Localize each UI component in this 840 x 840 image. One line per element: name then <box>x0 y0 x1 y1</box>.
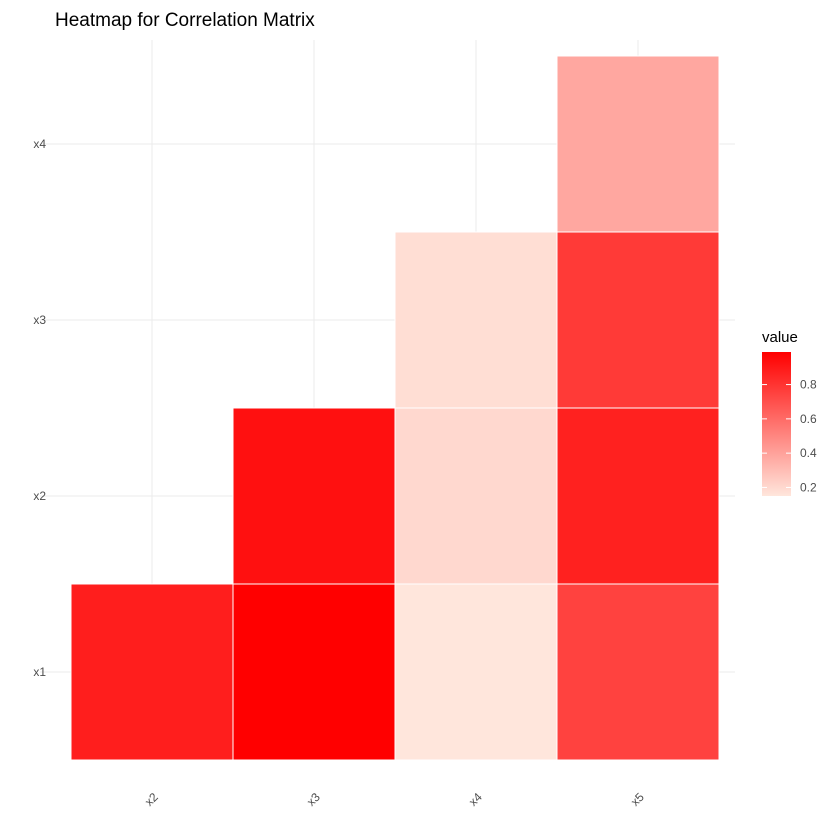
x-tick-label: x4 <box>466 790 485 809</box>
heatmap-cell-x5-x1 <box>556 583 720 761</box>
legend-ticks: 0.2 0.4 0.6 0.8 <box>762 378 817 494</box>
heatmap-cell-x4-x2 <box>394 407 558 585</box>
heatmap-cell-x2-x1 <box>70 583 234 761</box>
y-tick-label: x2 <box>33 489 46 503</box>
legend-tick-label: 0.4 <box>800 446 817 460</box>
heatmap-cell-x3-x1 <box>232 583 396 761</box>
heatmap-cell-x5-x3 <box>556 231 720 409</box>
y-tick-label: x3 <box>33 313 46 327</box>
legend-tick-label: 0.2 <box>800 480 817 494</box>
color-legend: value 0.2 0.4 0.6 0.8 <box>762 329 817 496</box>
legend-title: value <box>762 329 798 346</box>
heatmap-cell-x5-x2 <box>556 407 720 585</box>
x-axis-tick-labels: x2 x3 x4 x5 <box>142 790 647 809</box>
heatmap-cell-x4-x3 <box>394 231 558 409</box>
legend-tick-label: 0.8 <box>800 378 817 392</box>
y-axis-tick-labels: x1 x2 x3 x4 <box>33 137 46 679</box>
legend-colorbar <box>762 352 791 496</box>
x-tick-label: x2 <box>142 790 161 809</box>
y-tick-label: x1 <box>33 665 46 679</box>
y-tick-label: x4 <box>33 137 46 151</box>
legend-tick-label: 0.6 <box>800 412 817 426</box>
x-tick-label: x3 <box>304 790 323 809</box>
chart-title: Heatmap for Correlation Matrix <box>55 10 315 31</box>
heatmap-cells <box>70 55 720 761</box>
heatmap-cell-x4-x1 <box>394 583 558 761</box>
heatmap-cell-x3-x2 <box>232 407 396 585</box>
x-tick-label: x5 <box>628 790 647 809</box>
heatmap-cell-x5-x4 <box>556 55 720 233</box>
